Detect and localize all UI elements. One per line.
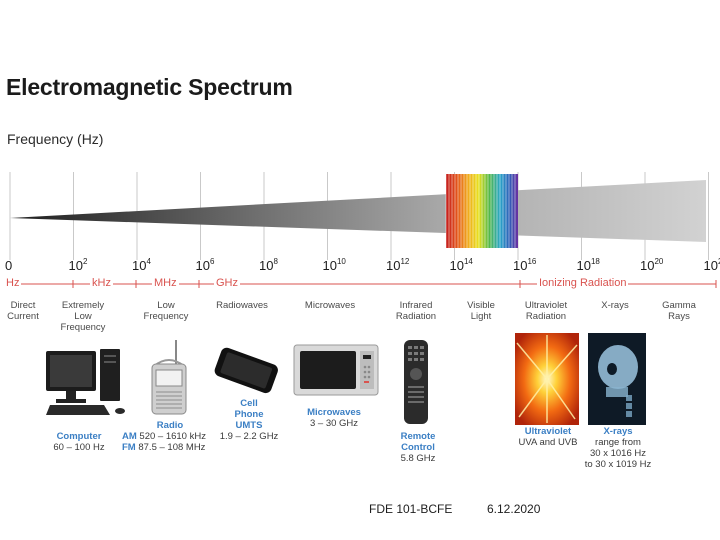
caption-uv-text: UVA and UVB <box>518 437 578 448</box>
tick-exponent: 2 <box>82 257 88 266</box>
visible-light-band <box>445 174 518 248</box>
tick-base: 10 <box>449 258 464 273</box>
caption-ultraviolet: Ultraviolet UVA and UVB <box>510 426 586 448</box>
tick-label: 0 <box>5 258 12 273</box>
caption-xray-text-2: 30 x 1016 Hz <box>590 448 646 459</box>
spectrum-beam <box>10 180 706 242</box>
caption-phone-title-1: Cell <box>240 398 258 409</box>
caption-remote-title-1: Remote <box>400 431 436 442</box>
tick-label: 106 <box>195 257 215 273</box>
tick-exponent: 14 <box>463 257 473 266</box>
tick-base: 10 <box>576 258 591 273</box>
caption-uv-title: Ultraviolet <box>524 426 572 437</box>
tick-base: 10 <box>322 258 337 273</box>
tick-base: 10 <box>259 258 274 273</box>
category-gamma-rays: Gamma Rays <box>662 300 696 322</box>
tick-label: 104 <box>132 257 151 273</box>
category-direct-current: Direct Current <box>7 300 39 322</box>
category-extremely-low-frequency: Extremely Low Frequency <box>60 300 106 333</box>
caption-xray-text-1: range from <box>595 437 641 448</box>
caption-microwave-title: Microwaves <box>307 407 361 418</box>
tick-label: 1010 <box>322 257 346 273</box>
tick-exponent: 8 <box>273 257 278 266</box>
caption-radio-am-range: 520 – 1610 kHz <box>139 431 206 442</box>
tick-exponent: 22 <box>718 257 720 266</box>
tick-label: 1020 <box>640 257 664 273</box>
tick-exponent: 18 <box>590 257 600 266</box>
tick-exponent: 4 <box>146 257 151 266</box>
caption-radio-fm-band: FM <box>122 442 136 453</box>
tick-base: 10 <box>640 258 655 273</box>
category-visible-light: Visible Light <box>467 300 495 322</box>
spectrum-beam-diagram <box>9 172 709 260</box>
tick-label: 1018 <box>576 257 600 273</box>
footer-course-code: FDE 101-BCFE <box>369 502 453 516</box>
category-microwaves: Microwaves <box>304 300 356 311</box>
tick-base: 10 <box>513 258 528 273</box>
tick-label: 1016 <box>513 257 537 273</box>
tick-base: 10 <box>703 258 718 273</box>
tick-base: 10 <box>68 258 83 273</box>
tick-base: 10 <box>386 258 401 273</box>
tick-base: 10 <box>195 258 210 273</box>
xray-skull-icon <box>588 333 646 425</box>
tick-exponent: 6 <box>209 257 215 266</box>
unit-ionizing-radiation: Ionizing Radiation <box>537 277 629 289</box>
unit-hz: Hz <box>4 277 22 289</box>
caption-remote-text: 5.8 GHz <box>400 453 436 464</box>
tick-label: 1012 <box>386 257 410 273</box>
unit-mhz: MHz <box>152 277 179 289</box>
tick-exponent: 16 <box>527 257 537 266</box>
frequency-axis-label: Frequency (Hz) <box>7 131 104 147</box>
tick-base: 0 <box>5 258 13 273</box>
caption-xrays: X-rays range from 30 x 1016 Hz to 30 x 1… <box>578 426 658 470</box>
cell-phone-icon <box>214 347 278 394</box>
tick-exponent: 10 <box>336 257 346 266</box>
tick-label: 1014 <box>449 257 473 273</box>
unit-khz: kHz <box>90 277 113 289</box>
category-xrays: X-rays <box>601 300 629 311</box>
caption-microwaves: Microwaves 3 – 30 GHz <box>298 407 370 429</box>
caption-radio-am-band: AM <box>122 431 137 442</box>
ultraviolet-burst-icon <box>515 333 579 425</box>
caption-phone-text: 1.9 – 2.2 GHz <box>219 431 279 442</box>
tick-base: 10 <box>132 258 147 273</box>
category-radiowaves: Radiowaves <box>216 300 268 311</box>
tick-exponent: 12 <box>400 257 410 266</box>
radio-icon <box>151 340 187 415</box>
caption-cell-phone: Cell Phone UMTS 1.9 – 2.2 GHz <box>218 398 280 442</box>
category-low-frequency: Low Frequency <box>143 300 189 322</box>
caption-radio-title: Radio <box>156 420 184 431</box>
caption-microwave-text: 3 – 30 GHz <box>309 418 359 429</box>
footer-date: 6.12.2020 <box>487 502 541 516</box>
tick-label: 108 <box>259 257 278 273</box>
caption-computer: Computer 60 – 100 Hz <box>46 431 112 453</box>
caption-phone-title-3: UMTS <box>235 420 263 431</box>
unit-ghz: GHz <box>214 277 240 289</box>
caption-radio-fm-range: 87.5 – 108 MHz <box>138 442 206 453</box>
tick-label: 1022 <box>703 257 720 273</box>
microwave-icon <box>293 344 379 396</box>
caption-phone-title-2: Phone <box>234 409 264 420</box>
category-infrared: Infrared Radiation <box>395 300 437 322</box>
caption-computer-text: 60 – 100 Hz <box>53 442 105 453</box>
computer-icon <box>46 349 125 415</box>
caption-xray-text-3: to 30 x 1019 Hz <box>584 459 652 470</box>
remote-control-icon <box>404 340 428 424</box>
caption-radio: Radio AM 520 – 1610 kHz FM 87.5 – 108 MH… <box>122 420 218 453</box>
page-title: Electromagnetic Spectrum <box>6 74 293 100</box>
caption-xray-title: X-rays <box>603 426 633 437</box>
caption-remote-control: Remote Control 5.8 GHz <box>390 431 446 464</box>
tick-exponent: 20 <box>654 257 664 266</box>
caption-computer-title: Computer <box>56 431 102 442</box>
category-ultraviolet: Ultraviolet Radiation <box>524 300 568 322</box>
caption-remote-title-2: Control <box>401 442 435 453</box>
tick-label: 102 <box>68 257 88 273</box>
